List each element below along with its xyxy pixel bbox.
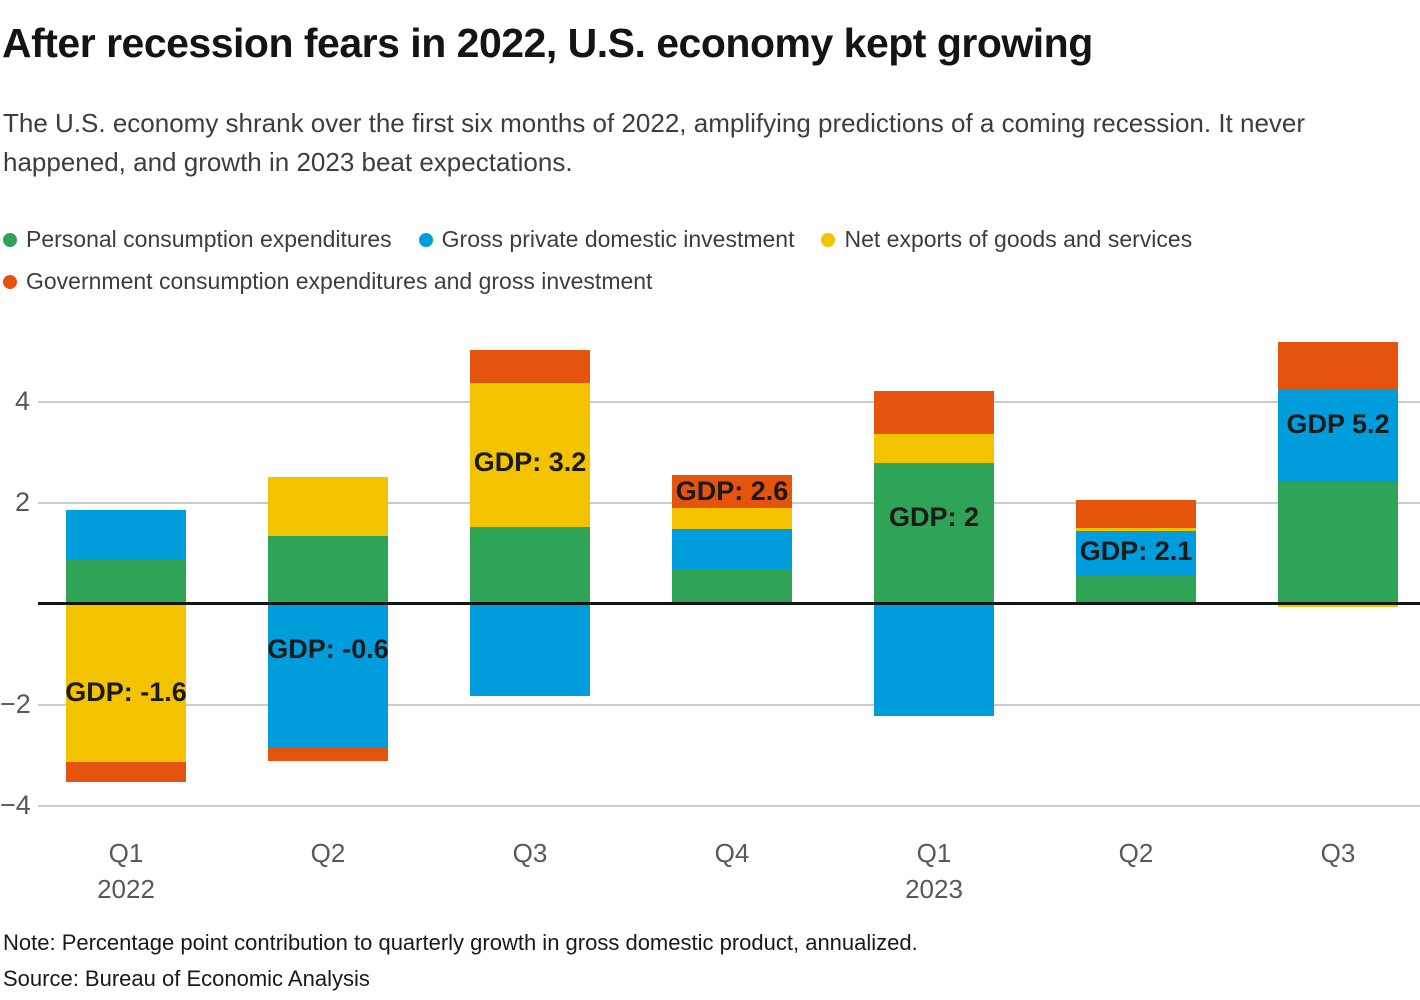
gdp-value-label-6: GDP: 2.1 — [1079, 536, 1193, 567]
bar-5-segment-government — [874, 391, 994, 435]
gdp-value-label-1: GDP: -1.6 — [65, 677, 187, 708]
bar-7-segment-net-exports — [1278, 604, 1398, 608]
bar-4-segment-pce — [672, 568, 792, 604]
x-axis-label-5: Q1 — [916, 838, 952, 868]
bar-1-segment-net-exports — [66, 604, 186, 762]
chart-source: Source: Bureau of Economic Analysis — [3, 966, 370, 991]
x-axis-label-1: Q1 — [108, 838, 144, 868]
legend-row-2: Government consumption expenditures and … — [3, 268, 652, 295]
bar-5-segment-net-exports — [874, 434, 994, 464]
x-axis-label-4: Q4 — [714, 838, 750, 868]
bar-4-segment-net-exports — [672, 507, 792, 529]
gridline-4 — [38, 401, 1420, 404]
bar-6-segment-net-exports — [1076, 528, 1196, 531]
gdp-value-label-3: GDP: 3.2 — [473, 446, 587, 477]
y-axis-tick--2: −2 — [0, 688, 31, 719]
legend-dot-pce — [3, 232, 17, 247]
bar-3-segment-government — [470, 350, 590, 384]
bar-3-segment-pce — [470, 527, 590, 604]
page-subtitle: The U.S. economy shrank over the first s… — [3, 108, 1306, 177]
gdp-value-label-7: GDP 5.2 — [1286, 409, 1390, 440]
x-axis-label-3: Q3 — [512, 838, 548, 868]
bar-3-segment-net-exports — [470, 383, 590, 528]
bar-1-segment-investment — [66, 509, 186, 560]
x-axis-label-2: Q2 — [310, 838, 346, 868]
bar-2-segment-investment — [268, 604, 388, 747]
legend-dot-net-exports — [821, 232, 836, 247]
x-axis-year-2022: 2022 — [97, 874, 155, 904]
gdp-value-label-5: GDP: 2 — [888, 501, 980, 532]
gdp-value-label-2: GDP: -0.6 — [267, 633, 389, 664]
y-axis-tick-2: 2 — [14, 487, 30, 518]
bar-7-segment-pce — [1278, 482, 1398, 604]
zero-axis-line — [38, 602, 1420, 605]
gridline--4 — [38, 804, 1420, 807]
gdp-value-label-4: GDP: 2.6 — [675, 476, 789, 507]
y-axis-tick-4: 4 — [14, 386, 30, 417]
x-axis-year-2023: 2023 — [905, 874, 963, 904]
chart-note: Note: Percentage point contribution to q… — [3, 930, 918, 955]
legend-item-net-exports: Net exports of goods and services — [821, 226, 1192, 253]
legend-dot-investment — [418, 232, 433, 247]
bar-6-segment-pce — [1076, 576, 1196, 604]
legend-label-pce: Personal consumption expenditures — [26, 226, 392, 252]
bar-4-segment-government — [672, 474, 792, 508]
bar-1-segment-pce — [66, 559, 186, 604]
x-axis-label-6: Q2 — [1118, 838, 1154, 868]
bar-3-segment-investment — [470, 604, 590, 697]
gridline--2 — [38, 703, 1420, 706]
bar-7-segment-investment — [1278, 389, 1398, 483]
legend-label-government: Government consumption expenditures and … — [26, 268, 653, 294]
legend-row-1: Personal consumption expenditures Gross p… — [3, 226, 1192, 253]
bar-2-segment-pce — [268, 535, 388, 604]
legend-label-net-exports: Net exports of goods and services — [844, 226, 1193, 252]
bar-5-segment-pce — [874, 463, 994, 604]
bar-5-segment-investment — [874, 604, 994, 716]
legend-item-government: Government consumption expenditures and … — [3, 268, 652, 295]
bar-2-segment-net-exports — [268, 477, 388, 536]
bar-7-segment-government — [1278, 342, 1398, 390]
x-axis-label-7: Q3 — [1320, 838, 1356, 868]
bar-2-segment-government — [268, 746, 388, 762]
bar-6-segment-government — [1076, 499, 1196, 529]
bar-1-segment-government — [66, 761, 186, 782]
legend-item-pce: Personal consumption expenditures — [3, 226, 392, 253]
bar-6-segment-investment — [1076, 530, 1196, 577]
legend-dot-government — [3, 274, 17, 289]
legend-item-investment: Gross private domestic investment — [418, 226, 795, 253]
page-title: After recession fears in 2022, U.S. econ… — [2, 20, 1093, 66]
y-axis-tick--4: −4 — [0, 789, 31, 820]
legend-label-investment: Gross private domestic investment — [441, 226, 795, 252]
bar-4-segment-investment — [672, 528, 792, 569]
